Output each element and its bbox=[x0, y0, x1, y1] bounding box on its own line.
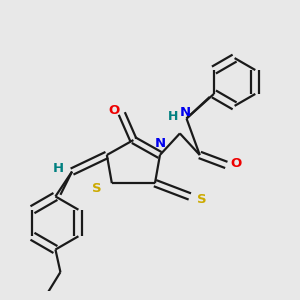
Text: O: O bbox=[108, 104, 119, 117]
Text: S: S bbox=[92, 182, 102, 195]
Text: S: S bbox=[196, 193, 206, 206]
Text: H: H bbox=[168, 110, 178, 123]
Text: N: N bbox=[179, 106, 191, 119]
Text: O: O bbox=[231, 157, 242, 170]
Text: H: H bbox=[53, 162, 64, 175]
Text: N: N bbox=[154, 137, 166, 150]
